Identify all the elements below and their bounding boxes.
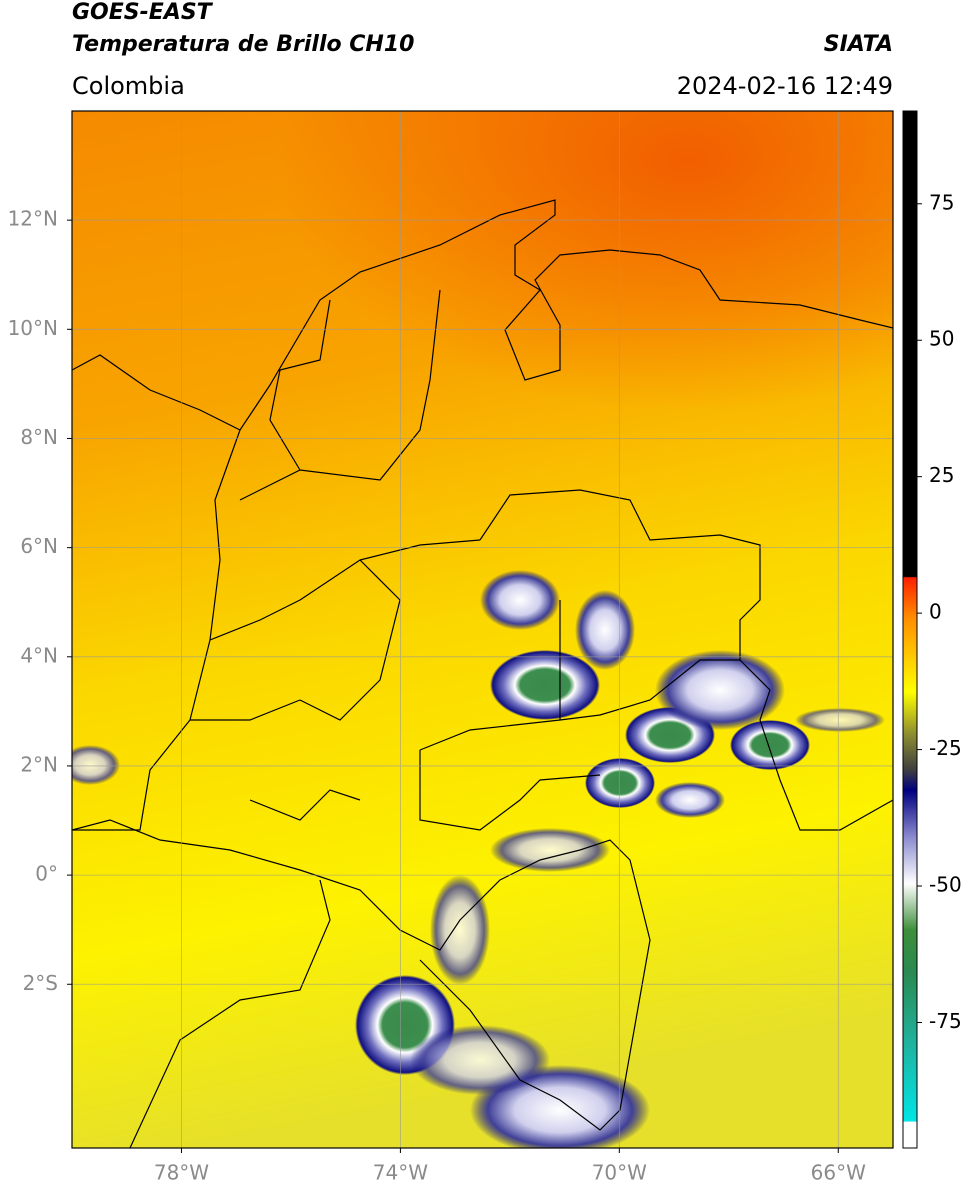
map-frame bbox=[71, 110, 894, 1149]
colorbar-label: 75 bbox=[929, 190, 954, 214]
x-tick-label: 74°W bbox=[373, 1161, 428, 1185]
y-tick-label: 2°S bbox=[23, 971, 58, 995]
colorbar-label: 25 bbox=[929, 463, 954, 487]
colorbar-label: -75 bbox=[929, 1009, 962, 1033]
y-tick-label: 2°N bbox=[20, 752, 58, 776]
x-tick-label: 70°W bbox=[592, 1161, 647, 1185]
y-tick-label: 4°N bbox=[20, 643, 58, 667]
x-tick-label: 78°W bbox=[154, 1161, 209, 1185]
colorbar-label: -50 bbox=[929, 873, 962, 897]
datetime: 2024-02-16 12:49 bbox=[677, 72, 893, 100]
y-tick-label: 12°N bbox=[8, 207, 58, 231]
subtitle: Temperatura de Brillo CH10 bbox=[72, 32, 414, 57]
grid bbox=[72, 111, 893, 1148]
x-tick-label: 66°W bbox=[811, 1161, 866, 1185]
colorbar-label: 50 bbox=[929, 327, 954, 351]
colorbar-label: -25 bbox=[929, 736, 962, 760]
y-tick-label: 6°N bbox=[20, 534, 58, 558]
y-tick-label: 8°N bbox=[20, 425, 58, 449]
map-image bbox=[72, 111, 893, 1148]
y-tick-label: 0° bbox=[35, 862, 58, 886]
y-tick-label: 10°N bbox=[8, 316, 58, 340]
source: SIATA bbox=[824, 32, 893, 57]
colorbar bbox=[902, 110, 918, 1149]
title: GOES-EAST bbox=[72, 0, 214, 25]
colorbar-label: 0 bbox=[929, 600, 942, 624]
region: Colombia bbox=[72, 72, 185, 100]
